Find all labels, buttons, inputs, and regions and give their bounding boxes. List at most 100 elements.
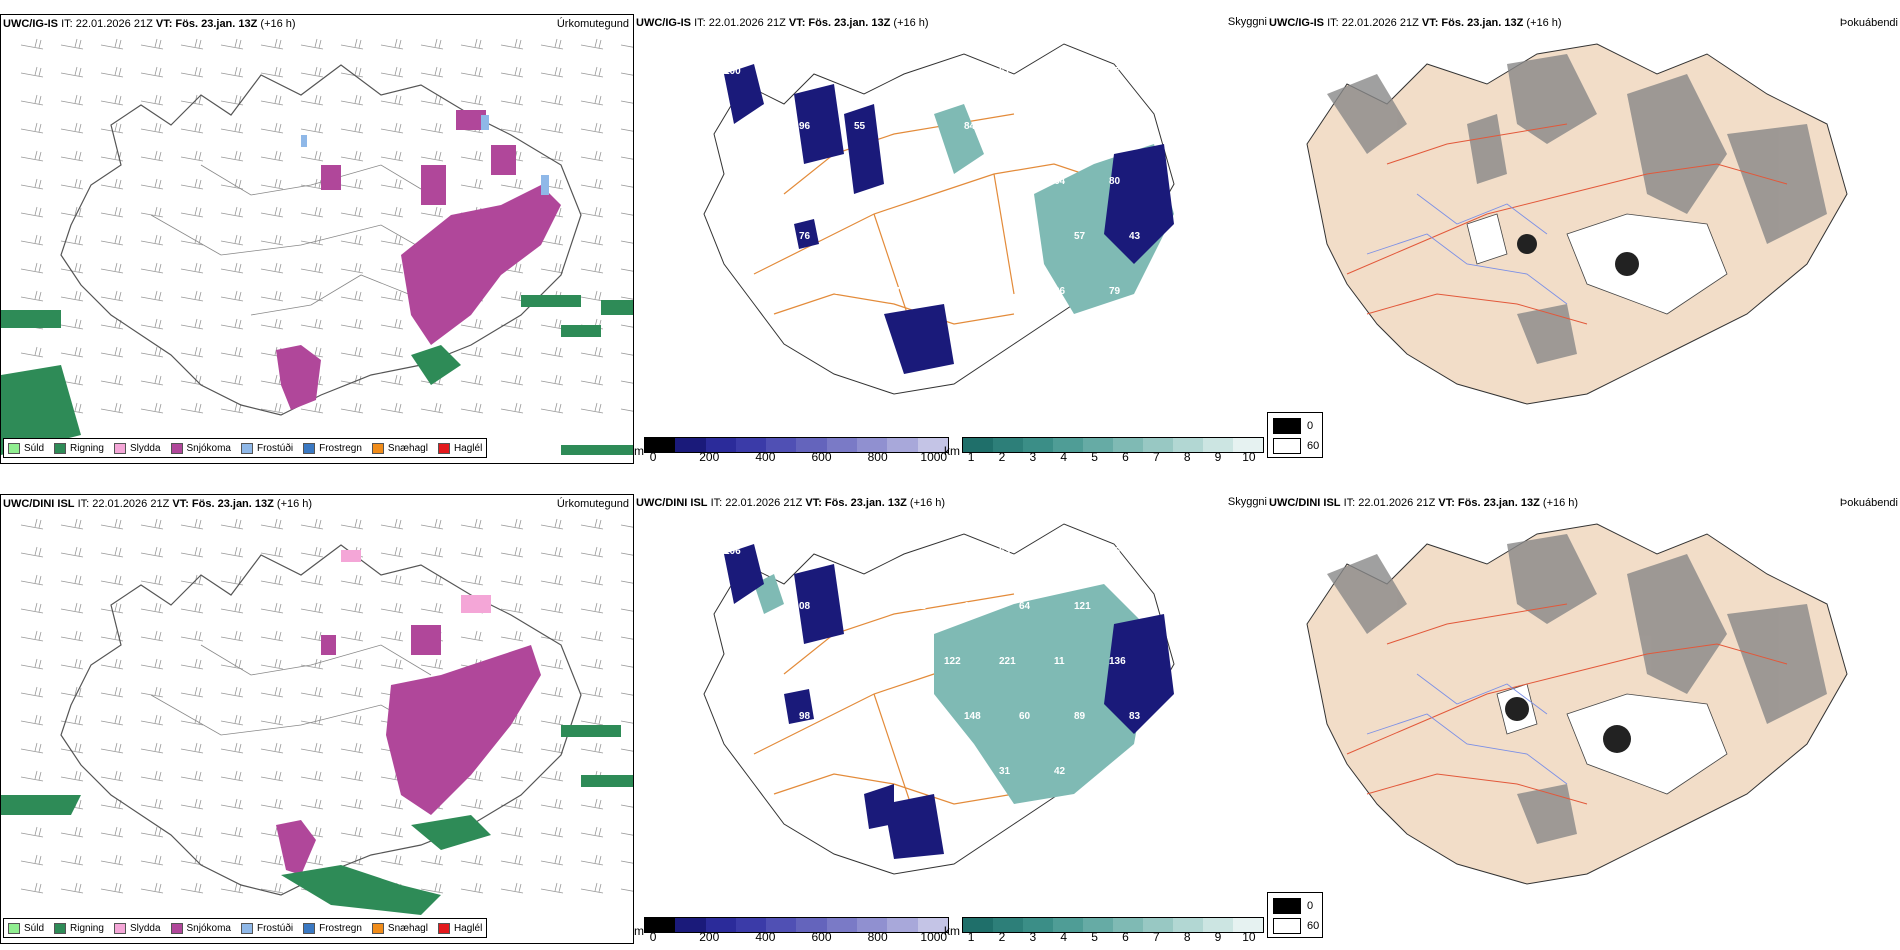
cloud-base-value: 63 xyxy=(834,546,846,557)
wind-barb xyxy=(580,714,604,726)
wind-barb xyxy=(340,742,364,754)
fog-legend-top: 0 60 xyxy=(1267,412,1323,458)
wind-barb xyxy=(380,602,404,614)
wind-barb xyxy=(60,290,84,302)
legend-swatch xyxy=(113,922,126,934)
wind-barb xyxy=(540,234,564,246)
precip-legend-top: Súld Rigning Slydda Snjókoma Frostúði Frostre… xyxy=(3,438,488,458)
wind-barb xyxy=(220,122,244,134)
wind-barb xyxy=(500,826,524,838)
vis-unit-bottom: km xyxy=(944,924,960,938)
cloud-base-value: 81 xyxy=(889,66,901,77)
wind-barb xyxy=(620,860,633,864)
wind-barb xyxy=(140,798,164,810)
vis-ticks-top: 1 2 3 4 5 6 7 8 9 10 xyxy=(962,444,1264,464)
fog-legend-low: 0 xyxy=(1273,898,1313,914)
wind-barb xyxy=(220,374,244,386)
wind-barb xyxy=(380,574,404,586)
wind-barb xyxy=(380,150,404,162)
wind-barb xyxy=(20,290,44,302)
fog-legend-low-label: 0 xyxy=(1307,900,1314,912)
wind-barb xyxy=(20,150,44,162)
wind-barb xyxy=(580,602,604,614)
wind-barb xyxy=(340,206,364,218)
cloud-base-value: 08 xyxy=(799,601,811,612)
wind-barb xyxy=(220,318,244,330)
cloud-base-value: 51 xyxy=(834,176,846,187)
wind-barb xyxy=(580,178,604,190)
wind-barb xyxy=(300,518,324,530)
legend-item-3: Snjókoma xyxy=(170,922,231,934)
legend-swatch xyxy=(170,442,183,454)
wind-barb xyxy=(420,206,444,218)
wind-barb xyxy=(420,658,444,670)
wind-barb xyxy=(100,714,124,726)
wind-barb xyxy=(60,66,84,78)
wind-barb xyxy=(620,240,633,244)
wind-barb xyxy=(180,686,204,698)
wind-barb xyxy=(340,346,364,358)
wind-barb xyxy=(500,402,524,414)
colorbar-segment xyxy=(826,438,858,452)
wind-barb xyxy=(580,38,604,50)
wind-barb xyxy=(540,66,564,78)
cloud-title-top: Skyggni xyxy=(1227,16,1267,28)
wind-barb xyxy=(60,518,84,530)
model-name: UWC/IG-IS xyxy=(1269,17,1324,29)
colorbar-tick-label: 200 xyxy=(699,450,720,464)
cloud-base-value: 65 xyxy=(1074,121,1086,132)
wind-barb xyxy=(20,714,44,726)
cloud-base-value: 51 xyxy=(999,66,1011,77)
wind-barb xyxy=(100,770,124,782)
valid-time: Fös. 23.jan. 13Z xyxy=(1457,497,1540,509)
valid-time: Fös. 23.jan. 13Z xyxy=(824,497,907,509)
wind-barb xyxy=(220,714,244,726)
precip-title-bottom: Úrkomutegund xyxy=(556,498,629,510)
wind-barb xyxy=(580,234,604,246)
cloud-base-value: 48 xyxy=(944,176,956,187)
wind-barb xyxy=(140,206,164,218)
wind-barb xyxy=(260,206,284,218)
cloud-base-value: 6 xyxy=(889,766,895,777)
wind-barb xyxy=(580,630,604,642)
wind-barb xyxy=(300,122,324,134)
wind-barb xyxy=(620,804,633,808)
cloud-base-value: 97 xyxy=(909,121,921,132)
wind-barb xyxy=(420,518,444,530)
wind-barb xyxy=(260,318,284,330)
cloud-base-value: 16 xyxy=(854,711,866,722)
colorbar-tick-label: 4 xyxy=(1060,450,1068,464)
wind-barb xyxy=(180,178,204,190)
colorbar-tick-label: 6 xyxy=(1122,450,1129,464)
wind-barb xyxy=(540,882,564,894)
legend-item-4: Frostúði xyxy=(240,922,293,934)
wind-barb xyxy=(300,318,324,330)
colorbar-tick-label: 800 xyxy=(867,450,888,464)
wind-barb xyxy=(140,318,164,330)
wind-barb xyxy=(180,234,204,246)
colorbar-segment xyxy=(796,918,827,932)
wind-barb xyxy=(540,798,564,810)
colorbar-tick-label: 1000 xyxy=(920,450,948,464)
colorbar-tick-label: 8 xyxy=(1183,930,1191,944)
wind-barb xyxy=(180,882,204,894)
legend-label: Snjókoma xyxy=(186,442,231,454)
wind-barb xyxy=(300,742,324,754)
wind-barb xyxy=(260,714,284,726)
cloud-header-bottom: UWC/DINI ISL IT: 22.01.2026 21Z VT: Fös.… xyxy=(636,497,945,510)
wind-barb xyxy=(620,72,633,76)
cloud-base-value: 78 xyxy=(1054,66,1066,77)
wind-barb xyxy=(580,346,604,358)
colorbar-segment xyxy=(796,438,827,452)
legend-label: Haglél xyxy=(453,442,483,454)
cloud-base-value: 121 xyxy=(1074,601,1091,612)
colorbar-segment xyxy=(645,438,676,452)
wind-barb xyxy=(540,346,564,358)
wind-barb xyxy=(540,94,564,106)
model-name: UWC/DINI ISL xyxy=(3,498,75,510)
cloud-base-value: 186 xyxy=(854,601,871,612)
wind-barb xyxy=(620,580,633,584)
legend-label: Haglél xyxy=(453,922,483,934)
wind-barb xyxy=(180,150,204,162)
wind-barb xyxy=(260,602,284,614)
